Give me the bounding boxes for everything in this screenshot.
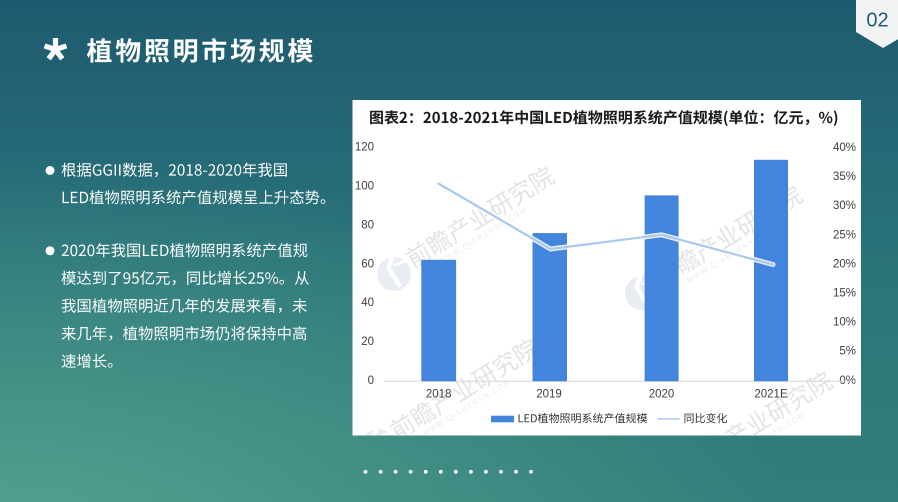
svg-text:30%: 30% <box>833 200 856 212</box>
svg-text:2018: 2018 <box>426 388 452 400</box>
svg-text:20: 20 <box>361 336 374 348</box>
svg-text:80: 80 <box>361 219 374 231</box>
svg-text:0: 0 <box>368 375 374 387</box>
svg-text:100: 100 <box>355 181 374 193</box>
svg-text:40%: 40% <box>833 142 856 154</box>
svg-text:2020: 2020 <box>649 388 675 400</box>
svg-text:60: 60 <box>361 258 374 270</box>
svg-text:40: 40 <box>361 297 374 309</box>
svg-text:02: 02 <box>866 10 888 32</box>
svg-text:2019: 2019 <box>536 388 562 400</box>
svg-text:2021E: 2021E <box>754 388 788 400</box>
svg-text:10%: 10% <box>833 317 856 329</box>
svg-text:120: 120 <box>355 142 374 154</box>
svg-text:20%: 20% <box>833 258 856 270</box>
svg-text:35%: 35% <box>833 171 856 183</box>
svg-text:15%: 15% <box>833 288 856 300</box>
svg-text:25%: 25% <box>833 229 856 241</box>
svg-text:5%: 5% <box>839 346 856 358</box>
